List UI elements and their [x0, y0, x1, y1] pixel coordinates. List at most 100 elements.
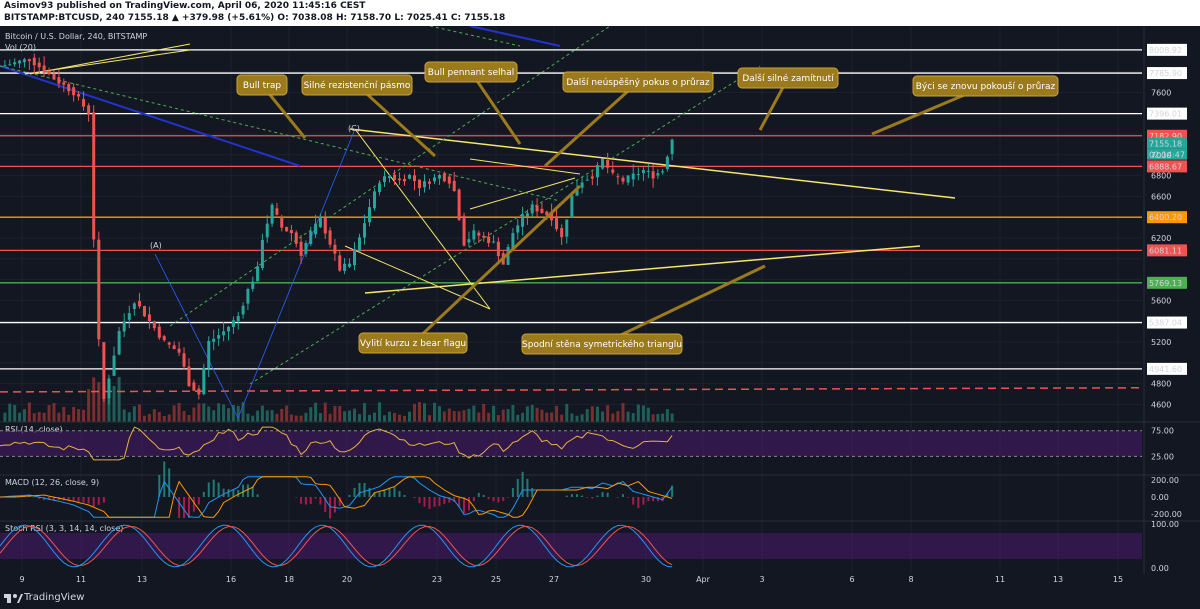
volume-bar	[353, 408, 356, 422]
price-tick-label: 7000	[1151, 151, 1171, 160]
macd-hist-bar	[497, 497, 500, 503]
macd-hist-bar	[591, 497, 594, 499]
time-tick-label: 11	[995, 575, 1005, 584]
candle-body	[457, 189, 461, 220]
candle-body	[338, 255, 342, 271]
candle-body	[323, 217, 327, 234]
annotation-pointer	[469, 71, 522, 145]
macd-hist-bar	[616, 497, 619, 498]
candle-body	[241, 305, 245, 315]
volume-bar	[192, 407, 196, 422]
macd-hist-bar	[97, 497, 100, 505]
volume-bar	[403, 415, 406, 422]
level-price-text: 5769.13	[1149, 279, 1182, 288]
blue-trendline	[469, 26, 561, 47]
candle-body	[496, 241, 500, 257]
candle-body	[192, 382, 196, 391]
volume-bar	[102, 385, 106, 422]
candle-body	[102, 342, 106, 399]
candle-body	[418, 179, 421, 189]
candle-body	[167, 342, 171, 345]
time-tick-label: 23	[432, 575, 442, 584]
last-price-tag	[1147, 137, 1187, 149]
macd-hist-bar	[383, 489, 386, 497]
last-price-text: 7155.18	[1149, 140, 1182, 149]
volume-bar	[122, 409, 126, 422]
volume-bar	[477, 412, 481, 422]
candle-body	[246, 289, 250, 304]
macd-hist-bar	[388, 487, 391, 497]
upper-triangle-line	[349, 128, 956, 199]
candle-body	[665, 156, 669, 170]
macd-hist-bar	[300, 497, 303, 504]
signal-line	[0, 476, 673, 518]
countdown-tag	[1147, 148, 1187, 160]
volume-bar	[560, 414, 564, 422]
candle-body	[314, 223, 318, 235]
macd-hist-bar	[526, 478, 529, 497]
candle-body	[82, 99, 86, 107]
candle-body	[32, 57, 36, 66]
macd-hist-bar	[222, 488, 225, 497]
price-tick-label: 5600	[1151, 296, 1171, 305]
publish-header: Asimov93 published on TradingView.com, A…	[0, 0, 1200, 26]
volume-bar	[428, 415, 431, 422]
volume-bar	[472, 405, 476, 422]
macd-hist-bar	[642, 497, 645, 505]
level-price-tag	[1147, 276, 1187, 289]
candle-body	[388, 175, 391, 179]
candle-body	[197, 388, 201, 395]
macd-hist-bar	[314, 497, 317, 499]
volume-bar	[328, 413, 332, 422]
candle-body	[212, 338, 216, 342]
volume-bar	[521, 412, 525, 422]
stoch-band	[0, 532, 1142, 560]
time-tick-label: 13	[137, 575, 147, 584]
candle-body	[506, 246, 510, 265]
volume-bar	[92, 377, 96, 422]
volume-bar	[207, 406, 211, 422]
volume-bar	[482, 403, 486, 422]
macd-hist-bar	[232, 489, 235, 497]
volume-bar	[343, 411, 347, 422]
volume-bar	[285, 405, 289, 422]
level-price-text: 7182.90	[1149, 132, 1182, 141]
volume-bar	[270, 410, 274, 422]
candle-body	[492, 241, 496, 243]
volume-bar	[202, 403, 206, 422]
time-tick-label: 25	[491, 575, 501, 584]
volume-bar	[580, 414, 584, 422]
candle-body	[231, 320, 235, 327]
tradingview-logo-icon	[4, 594, 23, 603]
macd-hist-bar	[309, 497, 312, 504]
level-price-text: 6081.11	[1149, 246, 1182, 255]
price-chart[interactable]: 8008.92 7785.90 7396.01 7182.90 6888.67 6400.…	[0, 26, 1200, 587]
candle-body	[467, 239, 471, 243]
volume-bar	[280, 408, 284, 422]
volume-bar	[570, 413, 574, 422]
volume-bar	[87, 389, 91, 422]
indicator-panels: RSI (14, close) MACD (12, 26, close, 9) St…	[0, 421, 1200, 573]
candle-body	[27, 59, 31, 62]
volume-bar	[636, 404, 640, 422]
macd-hist-bar	[82, 497, 85, 503]
price-tick-label: 4800	[1151, 380, 1171, 389]
candle-body	[428, 181, 431, 184]
candle-body	[107, 378, 111, 399]
annotation-pointer	[601, 264, 766, 346]
candle-body	[348, 263, 351, 267]
volume-bar	[442, 411, 446, 422]
macd-tick: 200.00	[1151, 476, 1179, 485]
macd-hist-bar	[92, 497, 95, 507]
candle-body	[525, 213, 529, 217]
volume-bar	[304, 412, 308, 422]
annotations: (A) (C) Bull trap Silné rezistenční pásmo Bu…	[150, 61, 1059, 355]
candle-body	[112, 355, 116, 376]
macd-hist-bar	[246, 484, 249, 497]
volume-bar	[373, 412, 376, 422]
macd-hist-bar	[403, 495, 406, 497]
price-tick-label: 6600	[1151, 192, 1171, 201]
countdown-text: 02:14:47	[1149, 151, 1185, 160]
candle-body	[222, 331, 226, 336]
level-price-text: 6888.67	[1149, 162, 1182, 171]
